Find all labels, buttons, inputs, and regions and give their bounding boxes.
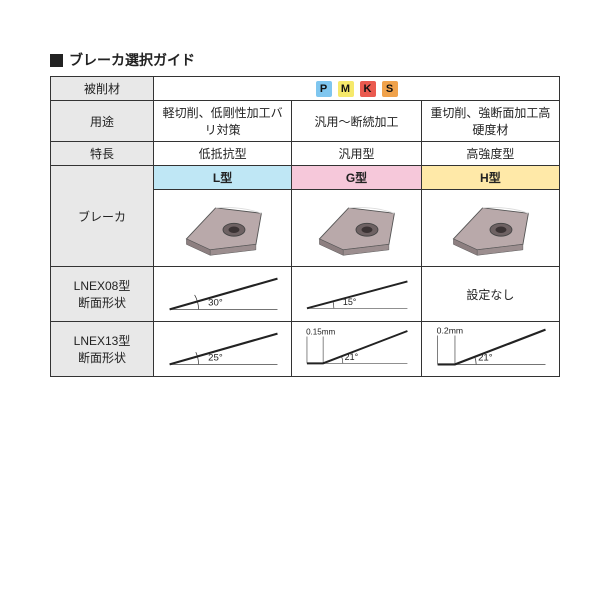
- row-lnex08: LNEX08型断面形状 30° 15° 設定なし: [51, 267, 560, 322]
- svg-text:15°: 15°: [343, 297, 357, 307]
- insert-image-H: [421, 190, 559, 267]
- material-chip-P: P: [316, 81, 332, 97]
- row-lnex13: LNEX13型断面形状 25° 0.15mm 21° 0.2mm: [51, 322, 560, 377]
- lnex08-col-2: 設定なし: [421, 267, 559, 322]
- lnex13-col-0: 25°: [154, 322, 292, 377]
- use-col-1: 汎用～断続加工: [292, 101, 422, 142]
- row-label-feature: 特長: [51, 142, 154, 166]
- svg-text:21°: 21°: [345, 352, 359, 362]
- use-col-2: 重切削、強断面加工高硬度材: [421, 101, 559, 142]
- row-label-use: 用途: [51, 101, 154, 142]
- lnex08-col-1: 15°: [292, 267, 422, 322]
- material-chip-K: K: [360, 81, 376, 97]
- material-chip-M: M: [338, 81, 354, 97]
- svg-text:30°: 30°: [208, 298, 223, 309]
- row-material: 被削材 PMKS: [51, 77, 560, 101]
- row-use: 用途 軽切削、低剛性加工バリ対策 汎用～断続加工 重切削、強断面加工高硬度材: [51, 101, 560, 142]
- svg-text:21°: 21°: [478, 353, 493, 364]
- row-feature: 特長 低抵抗型 汎用型 高強度型: [51, 142, 560, 166]
- lnex08-col-0: 30°: [154, 267, 292, 322]
- feature-col-1: 汎用型: [292, 142, 422, 166]
- title-text: ブレーカ選択ガイド: [69, 50, 195, 70]
- type-label-H: H型: [421, 166, 559, 190]
- feature-col-0: 低抵抗型: [154, 142, 292, 166]
- breaker-guide-table: 被削材 PMKS 用途 軽切削、低剛性加工バリ対策 汎用～断続加工 重切削、強断…: [50, 76, 560, 377]
- type-label-L: L型: [154, 166, 292, 190]
- section-title: ブレーカ選択ガイド: [50, 50, 570, 70]
- svg-text:25°: 25°: [208, 353, 223, 364]
- use-col-0: 軽切削、低剛性加工バリ対策: [154, 101, 292, 142]
- insert-image-L: [154, 190, 292, 267]
- row-label-lnex13: LNEX13型断面形状: [51, 322, 154, 377]
- lnex13-col-2: 0.2mm 21°: [421, 322, 559, 377]
- row-type-header: ブレーカ L型 G型 H型: [51, 166, 560, 190]
- feature-col-2: 高強度型: [421, 142, 559, 166]
- row-label-breaker: ブレーカ: [51, 166, 154, 267]
- row-label-lnex08: LNEX08型断面形状: [51, 267, 154, 322]
- row-label-material: 被削材: [51, 77, 154, 101]
- lnex13-col-1: 0.15mm 21°: [292, 322, 422, 377]
- svg-text:0.2mm: 0.2mm: [436, 327, 462, 336]
- type-label-G: G型: [292, 166, 422, 190]
- insert-image-G: [292, 190, 422, 267]
- material-codes-cell: PMKS: [154, 77, 560, 101]
- material-chip-S: S: [382, 81, 398, 97]
- title-bullet: [50, 54, 63, 67]
- svg-text:0.15mm: 0.15mm: [306, 328, 335, 337]
- profile-text: 設定なし: [466, 288, 514, 302]
